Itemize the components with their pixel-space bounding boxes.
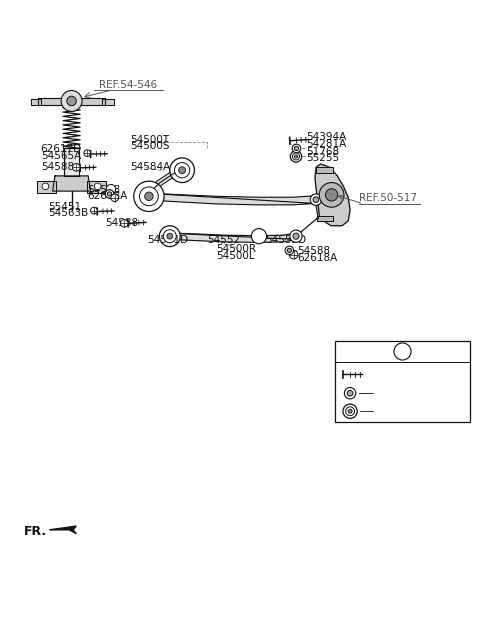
Polygon shape bbox=[143, 193, 315, 205]
Polygon shape bbox=[164, 233, 297, 242]
Circle shape bbox=[72, 164, 80, 171]
Polygon shape bbox=[49, 526, 76, 534]
Circle shape bbox=[252, 229, 266, 244]
Polygon shape bbox=[87, 181, 106, 192]
Circle shape bbox=[106, 184, 116, 194]
Text: 54500R: 54500R bbox=[216, 245, 256, 255]
Circle shape bbox=[346, 407, 355, 416]
Text: 54588: 54588 bbox=[297, 246, 330, 256]
Circle shape bbox=[111, 194, 119, 201]
Circle shape bbox=[347, 391, 353, 396]
Circle shape bbox=[344, 387, 356, 399]
Text: 54281A: 54281A bbox=[306, 139, 347, 149]
Text: 54394A: 54394A bbox=[375, 374, 413, 384]
Circle shape bbox=[134, 181, 164, 211]
Text: 62618A: 62618A bbox=[297, 253, 337, 263]
Text: 54552D: 54552D bbox=[265, 235, 306, 245]
FancyBboxPatch shape bbox=[335, 341, 470, 422]
Circle shape bbox=[179, 167, 186, 174]
Circle shape bbox=[67, 96, 76, 106]
Text: 55255: 55255 bbox=[306, 153, 339, 163]
Circle shape bbox=[290, 150, 301, 162]
Circle shape bbox=[159, 226, 180, 246]
Polygon shape bbox=[38, 98, 105, 105]
Polygon shape bbox=[316, 167, 333, 173]
Text: 54500T: 54500T bbox=[130, 135, 169, 145]
Circle shape bbox=[325, 189, 338, 201]
Circle shape bbox=[95, 183, 101, 190]
Circle shape bbox=[289, 250, 298, 259]
Text: 54552: 54552 bbox=[207, 235, 240, 245]
Text: a: a bbox=[399, 347, 406, 357]
Text: 54551D: 54551D bbox=[147, 235, 189, 245]
Circle shape bbox=[140, 187, 158, 206]
Polygon shape bbox=[31, 99, 41, 105]
Circle shape bbox=[174, 162, 190, 178]
Circle shape bbox=[310, 194, 322, 205]
Circle shape bbox=[144, 192, 153, 201]
Circle shape bbox=[292, 144, 301, 152]
Polygon shape bbox=[317, 216, 333, 221]
Polygon shape bbox=[64, 149, 79, 176]
Text: 62617D: 62617D bbox=[41, 144, 82, 154]
Text: 51768: 51768 bbox=[306, 147, 339, 157]
Text: 55451: 55451 bbox=[48, 202, 81, 212]
Text: 54588: 54588 bbox=[105, 218, 138, 228]
Circle shape bbox=[313, 197, 319, 203]
Polygon shape bbox=[53, 176, 91, 191]
Text: 54500L: 54500L bbox=[216, 251, 255, 261]
Text: 54394A: 54394A bbox=[306, 132, 347, 142]
Text: 54565A: 54565A bbox=[41, 150, 81, 161]
Text: 62618A: 62618A bbox=[87, 191, 128, 201]
Circle shape bbox=[294, 146, 299, 150]
Text: 54563B: 54563B bbox=[48, 208, 88, 218]
Circle shape bbox=[105, 190, 114, 198]
Circle shape bbox=[120, 219, 128, 227]
Circle shape bbox=[294, 155, 298, 158]
Text: 54588: 54588 bbox=[87, 185, 120, 194]
Circle shape bbox=[84, 150, 91, 157]
Circle shape bbox=[293, 233, 299, 240]
Polygon shape bbox=[102, 99, 114, 105]
Circle shape bbox=[42, 183, 49, 190]
Text: 55255: 55255 bbox=[375, 406, 407, 416]
Text: REF.50-517: REF.50-517 bbox=[359, 193, 417, 203]
Circle shape bbox=[319, 182, 344, 208]
Text: 54281A: 54281A bbox=[375, 364, 413, 374]
Circle shape bbox=[292, 153, 300, 160]
Text: a: a bbox=[256, 231, 262, 241]
Circle shape bbox=[290, 230, 302, 242]
Circle shape bbox=[394, 343, 411, 360]
Text: 54500S: 54500S bbox=[130, 142, 169, 152]
Circle shape bbox=[170, 158, 194, 182]
Text: 54588: 54588 bbox=[41, 162, 74, 172]
Text: REF.54-546: REF.54-546 bbox=[99, 80, 157, 90]
Circle shape bbox=[343, 404, 357, 418]
Circle shape bbox=[61, 90, 82, 112]
Polygon shape bbox=[315, 164, 350, 226]
Circle shape bbox=[167, 233, 173, 239]
Polygon shape bbox=[37, 181, 56, 192]
Text: 54584A: 54584A bbox=[130, 162, 170, 172]
Text: 51768: 51768 bbox=[375, 388, 406, 398]
Text: FR.: FR. bbox=[24, 525, 47, 538]
Circle shape bbox=[348, 409, 352, 413]
Circle shape bbox=[163, 229, 176, 243]
Circle shape bbox=[285, 246, 294, 255]
Circle shape bbox=[91, 208, 97, 214]
Circle shape bbox=[108, 192, 112, 196]
Circle shape bbox=[287, 248, 291, 253]
